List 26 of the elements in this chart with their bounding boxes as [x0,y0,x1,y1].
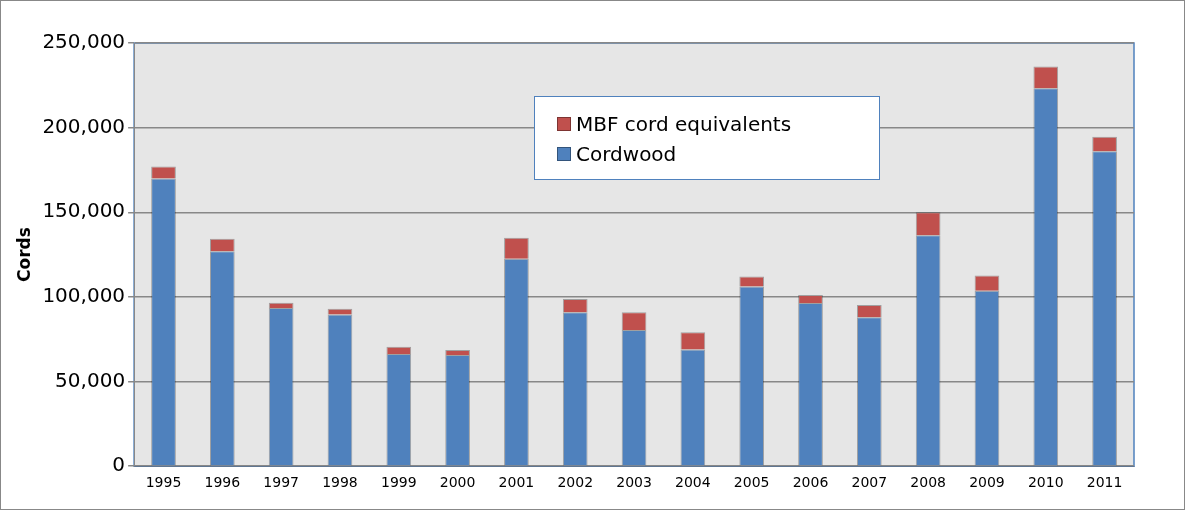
x-tick-label: 2006 [792,474,829,491]
x-tick-label: 1998 [322,474,358,491]
x-tick-label: 1996 [204,474,241,491]
x-tick-label: 2004 [675,474,711,491]
y-tick-label: 250,000 [42,29,126,54]
y-tick-label: 50,000 [55,367,126,392]
legend-label: MBF cord equivalents [576,112,792,136]
x-tick-label: 2010 [1027,474,1064,491]
y-tick-label: 150,000 [42,198,126,223]
x-tick-label: 1997 [263,474,299,491]
x-tick-label: 2011 [1086,474,1123,491]
x-tick-label: 1995 [145,474,182,491]
x-tick-label: 2000 [439,474,476,491]
x-tick-label: 2005 [733,474,770,491]
x-tick-label: 2003 [616,474,652,491]
legend-label: Cordwood [576,142,677,166]
y-tick-label: 0 [112,452,126,477]
y-axis-title: Cords [13,227,34,283]
y-tick-label: 100,000 [42,283,126,308]
x-tick-label: 2009 [969,474,1005,491]
x-tick-label: 2002 [557,474,594,491]
y-tick-label: 200,000 [42,113,126,138]
x-tick-label: 1999 [380,474,417,491]
x-tick-label: 2007 [851,474,888,491]
x-tick-label: 2001 [498,474,535,491]
x-tick-label: 2008 [910,474,946,491]
